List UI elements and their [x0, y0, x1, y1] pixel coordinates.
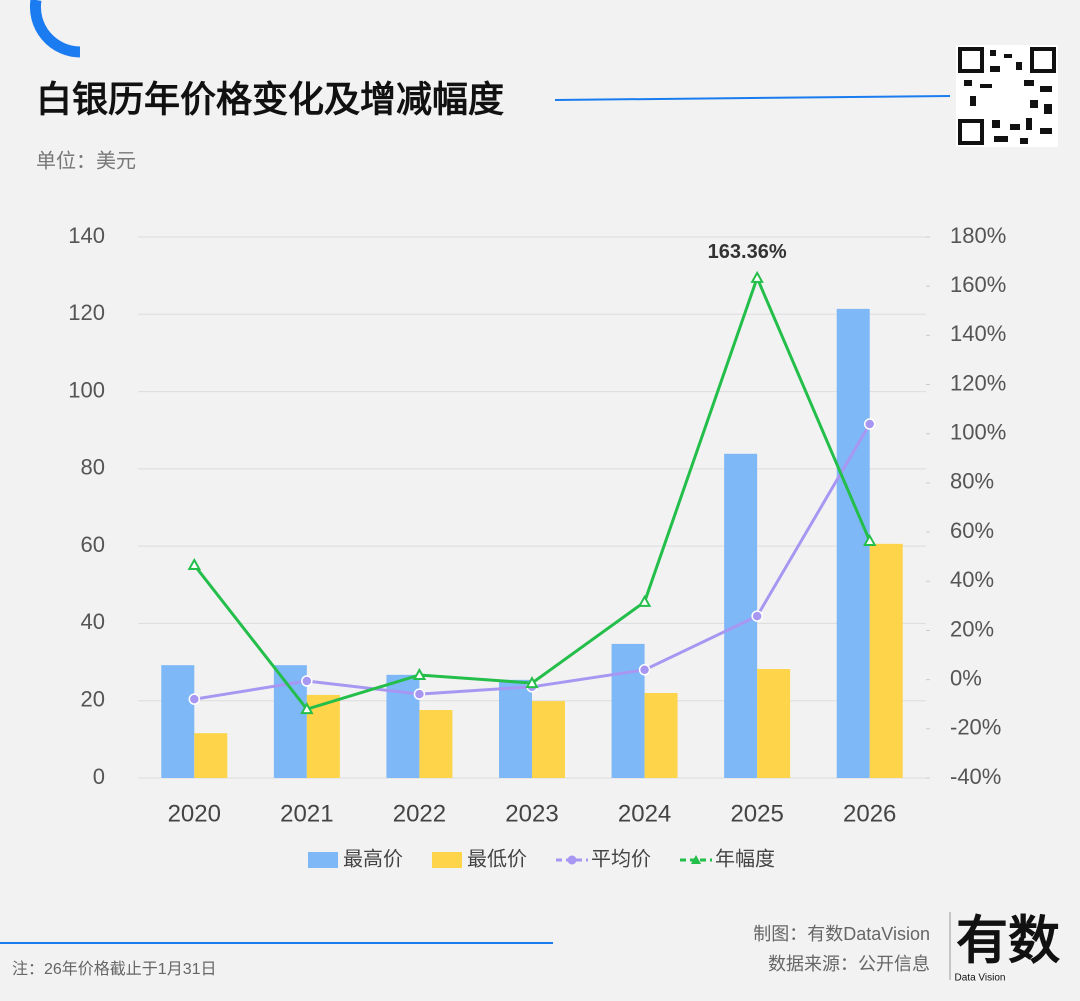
- y2-tick-label: 40%: [950, 567, 994, 592]
- chart-title: 白银历年价格变化及增减幅度: [36, 79, 504, 120]
- point-marker: [300, 702, 314, 715]
- unit-label: 单位：美元: [36, 149, 136, 172]
- decor-arc: [29, 0, 81, 58]
- point-marker: [188, 693, 201, 705]
- legend-label: 最低价: [467, 847, 527, 870]
- point-marker: [413, 688, 426, 700]
- x-tick-label: 2024: [618, 800, 671, 827]
- y2-tick-label: 120%: [950, 370, 1006, 395]
- y2-tick-label: 160%: [950, 272, 1006, 297]
- x-tick-label: 2022: [393, 800, 446, 827]
- bar: [532, 701, 565, 778]
- legend-marker: [567, 855, 577, 865]
- point-marker: [301, 675, 313, 687]
- legend-label: 平均价: [591, 847, 651, 870]
- y-tick-label: 40: [81, 609, 105, 634]
- y-tick-label: 100: [68, 377, 105, 402]
- legend-marker: [691, 855, 701, 864]
- y-tick-label: 140: [68, 223, 105, 248]
- point-marker: [187, 557, 201, 571]
- legend-label: 年幅度: [715, 847, 775, 870]
- x-tick-label: 2025: [730, 800, 783, 827]
- y2-tick-label: -20%: [950, 715, 1001, 740]
- y2-tick-label: 80%: [950, 469, 994, 494]
- bar: [611, 643, 645, 778]
- y-tick-label: 120: [68, 300, 105, 325]
- y-tick-label: 60: [81, 532, 105, 557]
- qr-code: [956, 45, 1058, 147]
- y2-tick-label: 100%: [950, 420, 1006, 445]
- x-tick-label: 2021: [280, 800, 333, 827]
- y2-tick-label: 180%: [950, 223, 1006, 248]
- y2-tick-label: -40%: [950, 764, 1001, 789]
- point-marker: [863, 418, 876, 430]
- data-label: 163.36%: [708, 241, 787, 263]
- point-marker: [638, 664, 651, 676]
- credit: 制图：有数DataVision: [753, 924, 930, 944]
- x-tick-label: 2026: [843, 800, 896, 827]
- legend-swatch: [432, 852, 462, 868]
- logo-sub: Data Vision: [955, 973, 1006, 984]
- x-tick-label: 2023: [505, 800, 558, 827]
- legend-swatch: [308, 852, 338, 868]
- y-tick-label: 0: [93, 764, 105, 789]
- y2-tick-label: 140%: [950, 321, 1006, 346]
- y-tick-label: 80: [81, 455, 105, 480]
- decor-line: [554, 95, 951, 101]
- bar: [644, 692, 678, 778]
- y2-tick-label: 20%: [950, 616, 994, 641]
- bar: [161, 665, 195, 778]
- point-marker: [525, 676, 539, 689]
- point-marker: [412, 667, 427, 680]
- y-tick-label: 20: [81, 687, 105, 712]
- point-marker: [750, 270, 764, 283]
- note: 注：26年价格截止于1月31日: [12, 960, 217, 978]
- y2-tick-label: 0%: [950, 665, 982, 690]
- point-marker: [863, 533, 877, 546]
- legend-label: 最高价: [343, 847, 403, 870]
- bar: [194, 733, 228, 778]
- bar: [836, 308, 870, 778]
- logo: 有数: [956, 913, 1060, 971]
- bar: [499, 679, 532, 778]
- bar: [757, 669, 791, 778]
- bar: [419, 709, 453, 778]
- source: 数据来源：公开信息: [768, 954, 930, 974]
- y2-tick-label: 60%: [950, 518, 994, 543]
- x-tick-label: 2020: [168, 800, 221, 827]
- bar: [869, 543, 903, 778]
- plot: 0 20 40 60 80 100 120 140 -40% -20% 0% 20% 40% 60% 80%…: [68, 223, 1006, 870]
- point-marker: [637, 594, 652, 607]
- point-marker: [751, 610, 763, 622]
